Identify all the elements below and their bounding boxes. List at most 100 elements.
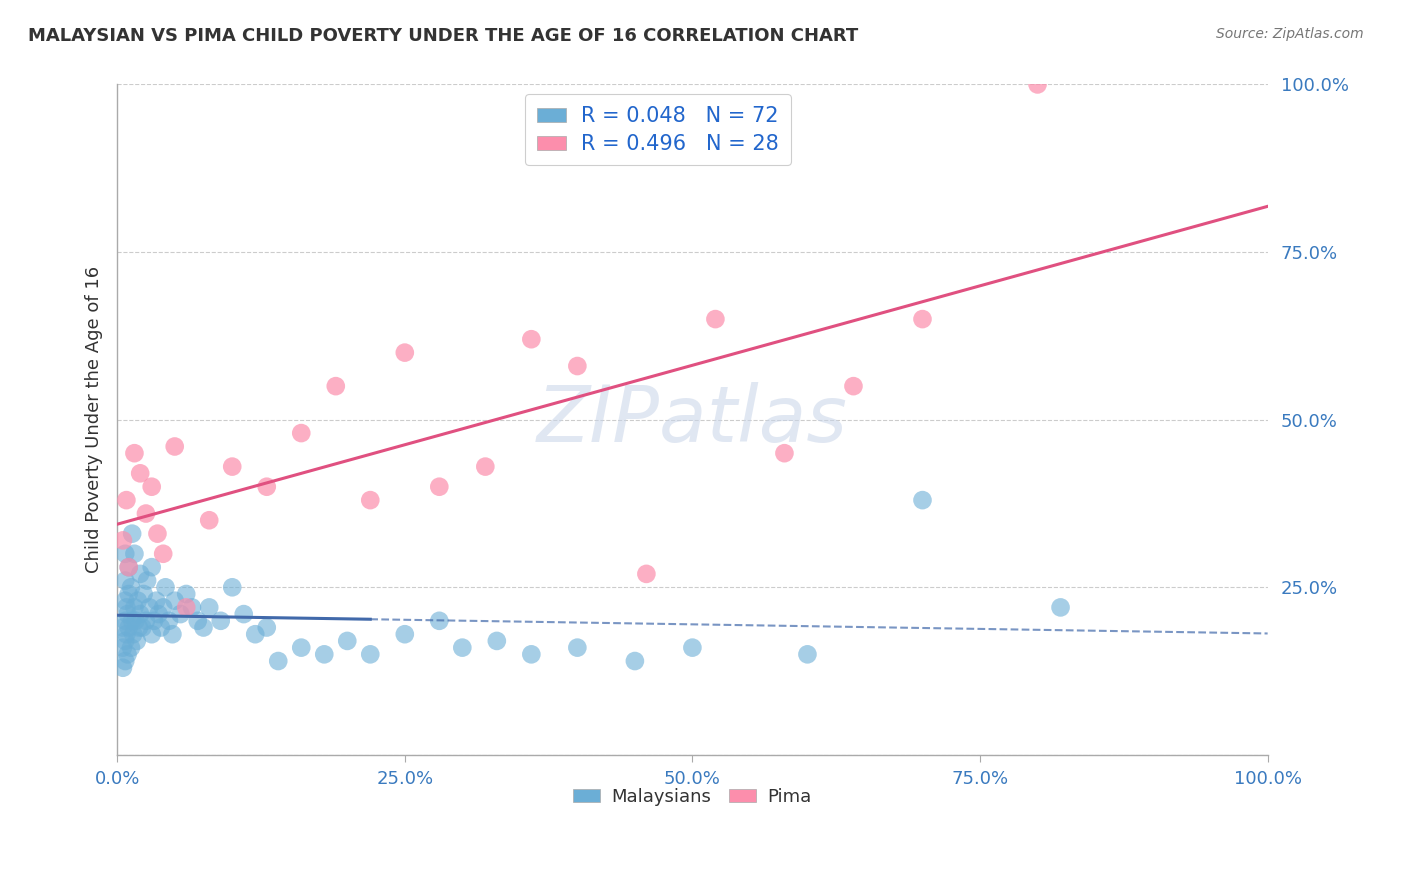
- Point: [118, 587, 141, 601]
- Point: [111, 533, 134, 548]
- Point: [129, 467, 152, 481]
- Point: [336, 634, 359, 648]
- Point: [567, 359, 589, 373]
- Point: [1026, 78, 1049, 92]
- Point: [121, 614, 143, 628]
- Point: [135, 614, 157, 628]
- Point: [114, 547, 136, 561]
- Point: [157, 614, 180, 628]
- Point: [127, 593, 149, 607]
- Point: [111, 661, 134, 675]
- Point: [115, 600, 138, 615]
- Point: [256, 620, 278, 634]
- Point: [624, 654, 647, 668]
- Point: [245, 627, 267, 641]
- Point: [124, 446, 146, 460]
- Point: [115, 627, 138, 641]
- Point: [911, 312, 934, 326]
- Point: [198, 513, 221, 527]
- Point: [148, 607, 170, 621]
- Point: [163, 440, 186, 454]
- Point: [128, 620, 150, 634]
- Point: [141, 560, 163, 574]
- Point: [135, 507, 157, 521]
- Point: [132, 587, 155, 601]
- Legend: Malaysians, Pima: Malaysians, Pima: [567, 780, 818, 813]
- Point: [145, 593, 167, 607]
- Point: [114, 654, 136, 668]
- Point: [681, 640, 703, 655]
- Point: [118, 560, 141, 574]
- Point: [187, 614, 209, 628]
- Point: [290, 640, 312, 655]
- Point: [1049, 600, 1071, 615]
- Point: [143, 614, 166, 628]
- Point: [138, 600, 160, 615]
- Point: [773, 446, 796, 460]
- Point: [427, 480, 450, 494]
- Point: [162, 627, 184, 641]
- Point: [129, 566, 152, 581]
- Point: [152, 600, 174, 615]
- Point: [520, 332, 543, 346]
- Point: [221, 459, 243, 474]
- Point: [141, 627, 163, 641]
- Point: [146, 526, 169, 541]
- Point: [174, 587, 197, 601]
- Text: MALAYSIAN VS PIMA CHILD POVERTY UNDER THE AGE OF 16 CORRELATION CHART: MALAYSIAN VS PIMA CHILD POVERTY UNDER TH…: [28, 27, 859, 45]
- Point: [124, 600, 146, 615]
- Point: [122, 627, 145, 641]
- Point: [120, 640, 142, 655]
- Point: [485, 634, 508, 648]
- Text: ZIPatlas: ZIPatlas: [537, 382, 848, 458]
- Point: [394, 627, 416, 641]
- Point: [256, 480, 278, 494]
- Point: [136, 574, 159, 588]
- Point: [121, 526, 143, 541]
- Point: [267, 654, 290, 668]
- Point: [314, 648, 336, 662]
- Point: [114, 574, 136, 588]
- Point: [636, 566, 658, 581]
- Point: [325, 379, 347, 393]
- Point: [290, 426, 312, 441]
- Point: [169, 607, 191, 621]
- Text: Source: ZipAtlas.com: Source: ZipAtlas.com: [1216, 27, 1364, 41]
- Point: [125, 634, 148, 648]
- Point: [474, 459, 496, 474]
- Point: [149, 620, 172, 634]
- Point: [117, 648, 139, 662]
- Point: [124, 547, 146, 561]
- Point: [114, 634, 136, 648]
- Point: [111, 640, 134, 655]
- Point: [114, 614, 136, 628]
- Point: [451, 640, 474, 655]
- Point: [842, 379, 865, 393]
- Point: [181, 600, 204, 615]
- Point: [232, 607, 254, 621]
- Point: [163, 593, 186, 607]
- Point: [114, 593, 136, 607]
- Point: [120, 580, 142, 594]
- Point: [124, 614, 146, 628]
- Y-axis label: Child Poverty Under the Age of 16: Child Poverty Under the Age of 16: [86, 266, 103, 574]
- Point: [394, 345, 416, 359]
- Point: [796, 648, 818, 662]
- Point: [152, 547, 174, 561]
- Point: [198, 600, 221, 615]
- Point: [131, 620, 153, 634]
- Point: [359, 648, 381, 662]
- Point: [141, 480, 163, 494]
- Point: [193, 620, 215, 634]
- Point: [359, 493, 381, 508]
- Point: [118, 560, 141, 574]
- Point: [221, 580, 243, 594]
- Point: [117, 607, 139, 621]
- Point: [118, 620, 141, 634]
- Point: [427, 614, 450, 628]
- Point: [209, 614, 232, 628]
- Point: [567, 640, 589, 655]
- Point: [174, 600, 197, 615]
- Point: [115, 493, 138, 508]
- Point: [155, 580, 177, 594]
